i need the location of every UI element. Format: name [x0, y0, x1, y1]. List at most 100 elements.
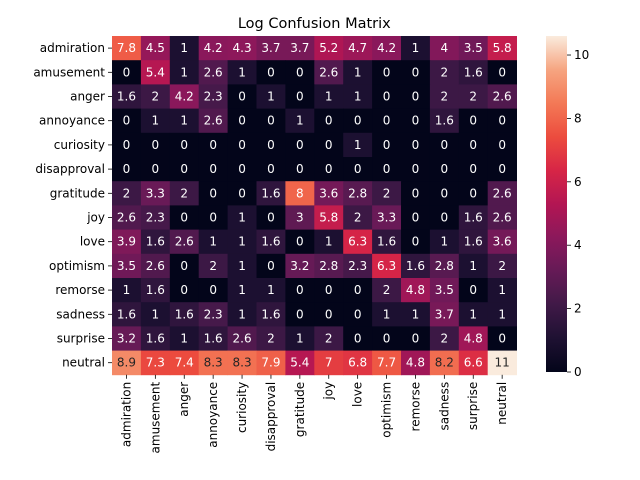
cell-value-label: 0 [412, 114, 420, 128]
heatmap-cell [458, 60, 489, 85]
cell-value-label: 4.8 [406, 283, 425, 297]
heatmap-cell [169, 84, 200, 109]
heatmap-cell [112, 36, 142, 61]
cell-value-label: 1 [180, 332, 188, 346]
heatmap-cell [198, 60, 228, 85]
cell-value-label: 1.6 [175, 307, 194, 321]
cell-value-label: 0 [441, 186, 449, 200]
cell-value-label: 0 [498, 162, 506, 176]
cell-value-label: 2 [354, 211, 362, 225]
heatmap-cell [140, 108, 171, 134]
heatmap-cell [285, 278, 315, 303]
cell-value-label: 0 [209, 162, 217, 176]
cell-value-label: 1 [238, 65, 246, 79]
cell-value-label: 2 [498, 259, 506, 273]
heatmap-cell [372, 350, 402, 376]
row-tick-label: joy [86, 211, 105, 225]
heatmap-cell [487, 36, 517, 61]
cell-value-label: 2.6 [117, 211, 136, 225]
column-tick-label: curiosity [235, 382, 249, 433]
cell-value-label: 0 [469, 283, 477, 297]
heatmap-cell [285, 157, 315, 182]
row-tick-label: neutral [62, 356, 105, 370]
cell-value-label: 2 [441, 90, 449, 104]
heatmap-cell [314, 132, 344, 158]
heatmap-cell [227, 302, 257, 327]
heatmap-cell [140, 205, 171, 230]
heatmap-cell [256, 108, 286, 134]
cell-value-label: 3.9 [117, 235, 136, 249]
heatmap-cell [458, 108, 489, 134]
heatmap-cell [169, 108, 200, 134]
cell-value-label: 0 [123, 138, 131, 152]
heatmap-cell [458, 326, 489, 351]
colorbar-tick-label: 4 [574, 238, 582, 252]
heatmap-cell [256, 205, 286, 230]
cell-value-label: 4.8 [406, 356, 425, 370]
heatmap-cell [112, 229, 142, 255]
cell-value-label: 8.3 [233, 356, 252, 370]
cell-value-label: 0 [296, 65, 304, 79]
cell-value-label: 2 [180, 186, 188, 200]
row-tick-label: gratitude [50, 186, 105, 200]
cell-value-label: 1.6 [464, 65, 483, 79]
heatmap-cell [372, 326, 402, 351]
heatmap-cell [169, 205, 200, 230]
heatmap-cell [429, 36, 460, 61]
heatmap-cell [227, 326, 257, 351]
cell-value-label: 1.6 [406, 259, 425, 273]
heatmap-cell [487, 60, 517, 85]
heatmap-cell [314, 157, 344, 182]
row-tick-label: sadness [56, 307, 105, 321]
cell-value-label: 4.3 [233, 41, 252, 55]
heatmap-cell [169, 253, 200, 279]
cell-value-label: 1.6 [261, 186, 280, 200]
heatmap-cell [487, 253, 517, 279]
colorbar-tick-label: 8 [574, 111, 582, 125]
heatmap-cell [140, 36, 171, 61]
heatmap-cell [169, 229, 200, 255]
cell-value-label: 1 [152, 114, 160, 128]
heatmap-cell [314, 253, 344, 279]
heatmap-cell [314, 181, 344, 206]
row-tick-label: remorse [55, 283, 105, 297]
cell-value-label: 4.5 [146, 41, 165, 55]
heatmap-cell [343, 132, 373, 158]
cell-value-label: 2.8 [319, 259, 338, 273]
column-tick-label: amusement [148, 382, 162, 454]
heatmap-cell [372, 157, 402, 182]
cell-value-label: 3.7 [290, 41, 309, 55]
cell-value-label: 7.7 [377, 356, 396, 370]
cell-value-label: 2 [441, 65, 449, 79]
heatmap-cell [401, 181, 431, 206]
column-tick-label: remorse [408, 382, 422, 432]
heatmap-cell [227, 350, 257, 376]
cell-value-label: 3.7 [435, 307, 454, 321]
cell-value-label: 0 [296, 162, 304, 176]
heatmap-cell [140, 60, 171, 85]
cell-value-label: 8.3 [204, 356, 223, 370]
heatmap-cell [140, 350, 171, 376]
column-tick-label: admiration [119, 382, 133, 447]
cell-value-label: 1.6 [377, 235, 396, 249]
cell-value-label: 0 [209, 138, 217, 152]
heatmap-cell [458, 350, 489, 376]
cell-value-label: 2.8 [348, 186, 367, 200]
cell-value-label: 0 [180, 283, 188, 297]
cell-value-label: 2.3 [204, 90, 223, 104]
cell-value-label: 0 [354, 114, 362, 128]
heatmap-cell [198, 84, 228, 109]
heatmap-cell [285, 350, 315, 376]
heatmap-cell [458, 132, 489, 158]
heatmap-cell [314, 60, 344, 85]
cell-value-label: 2 [441, 332, 449, 346]
heatmap-cell [112, 132, 142, 158]
heatmap-cell [140, 132, 171, 158]
cell-value-label: 0 [441, 138, 449, 152]
cell-value-label: 0 [354, 307, 362, 321]
cell-value-label: 0 [498, 332, 506, 346]
cell-value-label: 0 [412, 332, 420, 346]
heatmap-cell [458, 302, 489, 327]
cell-value-label: 2 [325, 332, 333, 346]
